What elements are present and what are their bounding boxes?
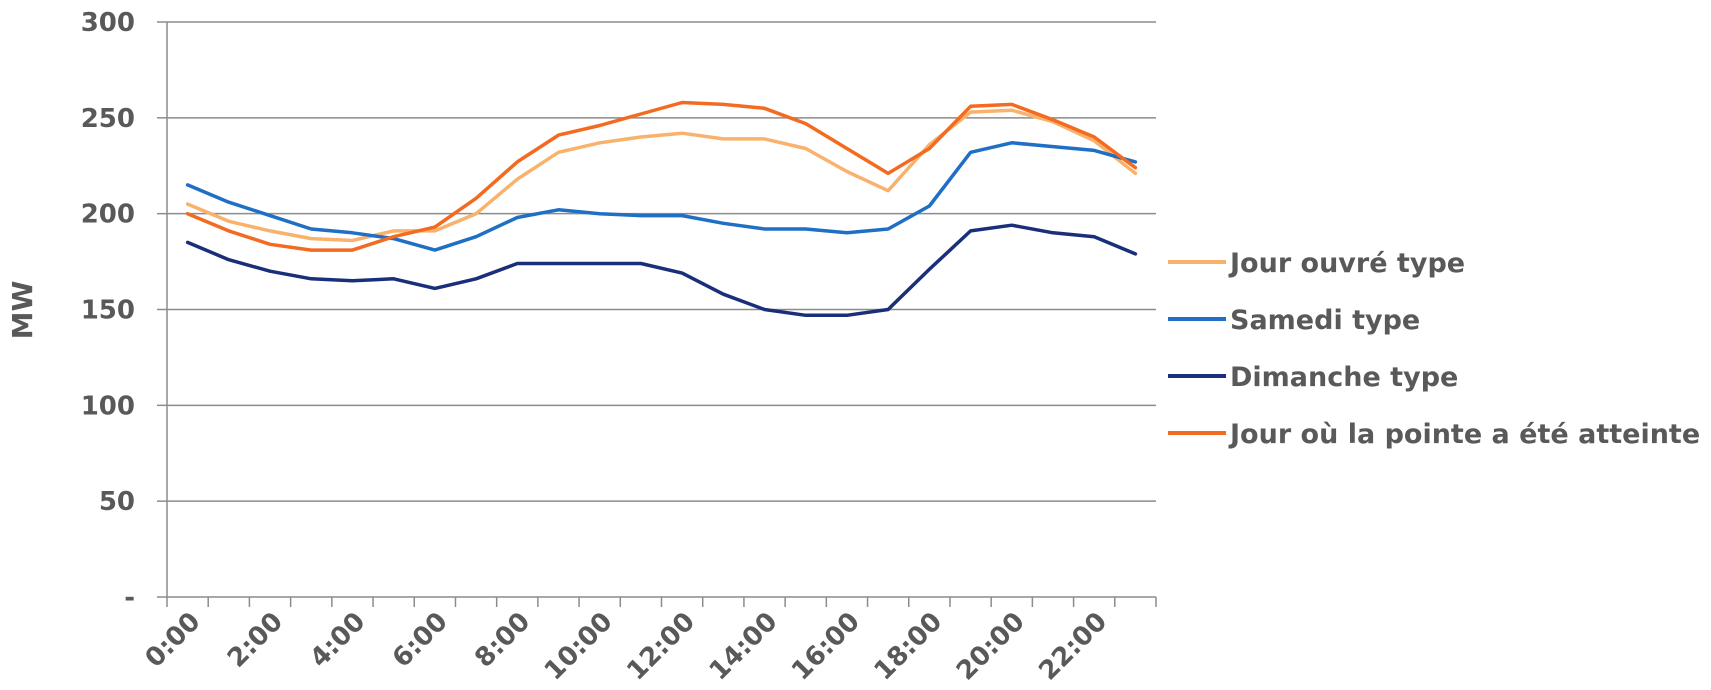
- y-tick-label: 50: [99, 487, 135, 517]
- y-tick-label: 100: [81, 391, 135, 421]
- series-line-3: [185, 223, 1138, 318]
- series-line-2: [185, 141, 1138, 252]
- legend-label: Samedi type: [1230, 305, 1420, 336]
- x-tick-label: 16:00: [786, 607, 866, 687]
- y-tick-label: 250: [81, 104, 135, 134]
- legend-label: Jour où la pointe a été atteinte: [1228, 419, 1700, 450]
- legend: Jour ouvré type Samedi type Dimanche type J…: [1168, 248, 1700, 450]
- x-tick-label: 18:00: [869, 607, 949, 687]
- x-tick-label: 12:00: [621, 607, 701, 687]
- series-line-4: [185, 100, 1138, 252]
- gridlines: [167, 21, 1156, 502]
- legend-label: Jour ouvré type: [1228, 248, 1465, 279]
- x-tick-label: 14:00: [704, 607, 784, 687]
- y-tick-label: -: [124, 583, 135, 613]
- x-tick-label: 0:00: [140, 607, 207, 674]
- legend-label: Dimanche type: [1230, 362, 1458, 393]
- y-axis-label: MW: [6, 281, 39, 340]
- y-tick-label: 300: [81, 8, 135, 38]
- x-tick-label: 22:00: [1033, 607, 1113, 687]
- x-tick-label: 10:00: [539, 607, 619, 687]
- x-tick-label: 6:00: [387, 607, 454, 674]
- y-tick-label: 200: [81, 200, 135, 230]
- series-lines: [185, 100, 1138, 318]
- x-tick-label: 2:00: [222, 607, 289, 674]
- y-tick-label: 150: [81, 296, 135, 326]
- series-line-1: [185, 108, 1138, 243]
- x-tick-label: 8:00: [469, 607, 536, 674]
- x-tick-label: 4:00: [304, 607, 371, 674]
- x-tick-label: 20:00: [951, 607, 1031, 687]
